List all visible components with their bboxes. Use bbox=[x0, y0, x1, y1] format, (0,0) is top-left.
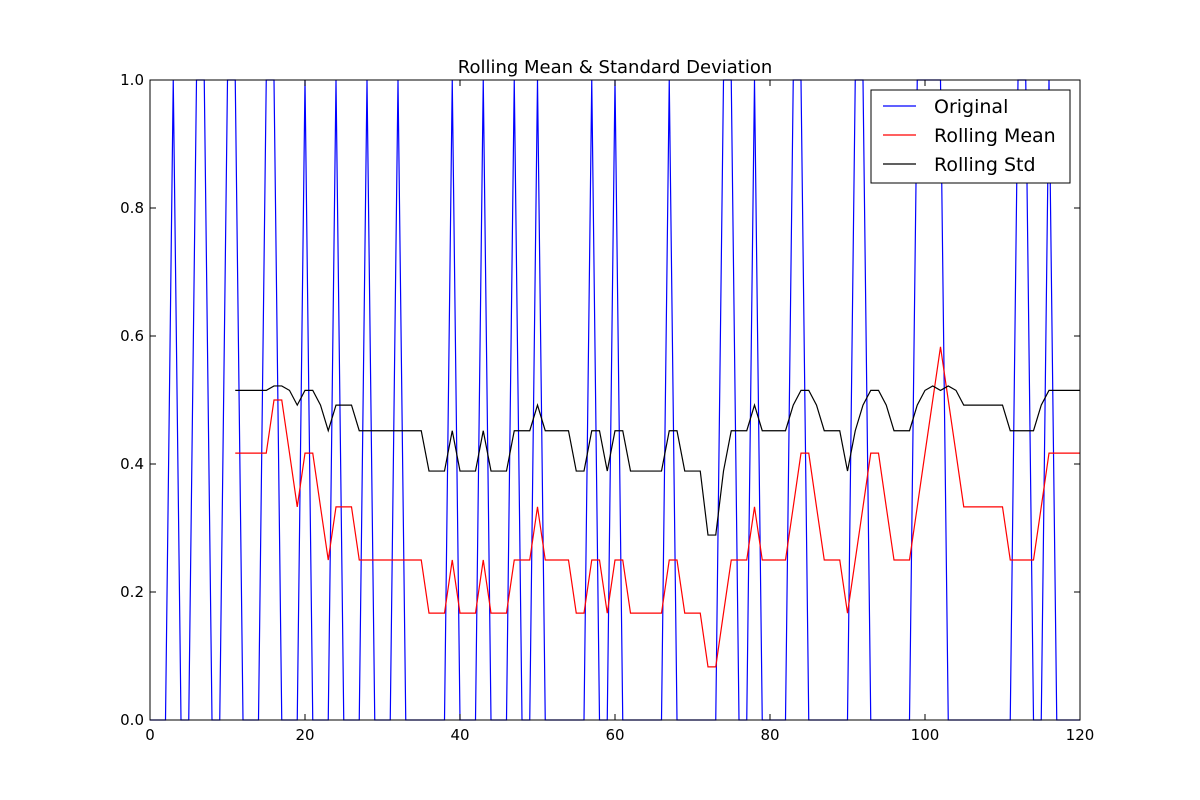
x-tick-label: 120 bbox=[1066, 726, 1095, 744]
x-tick-label: 80 bbox=[760, 726, 779, 744]
y-tick-label: 1.0 bbox=[120, 71, 144, 89]
y-tick-label: 0.0 bbox=[120, 711, 144, 729]
x-tick-label: 60 bbox=[605, 726, 624, 744]
y-tick-label: 0.2 bbox=[120, 583, 144, 601]
x-tick-label: 40 bbox=[450, 726, 469, 744]
y-tick-label: 0.6 bbox=[120, 327, 144, 345]
legend: Original Rolling Mean Rolling Std bbox=[870, 89, 1071, 184]
y-tick-label: 0.4 bbox=[120, 455, 144, 473]
series-line-rolling-std bbox=[235, 385, 1080, 536]
series-line-rolling-mean bbox=[235, 346, 1080, 668]
x-tick-label: 100 bbox=[911, 726, 940, 744]
x-tick-label: 0 bbox=[145, 726, 155, 744]
x-tick-label: 20 bbox=[295, 726, 314, 744]
axis-ticks: 0 20 40 60 80 100 120 0.0 0.2 0.4 0.6 0.8 1.0 bbox=[120, 71, 1094, 744]
chart-title: Rolling Mean & Standard Deviation bbox=[458, 57, 773, 78]
y-tick-label: 0.8 bbox=[120, 199, 144, 217]
legend-label: Original bbox=[934, 96, 1008, 118]
legend-label: Rolling Std bbox=[934, 154, 1036, 176]
legend-label: Rolling Mean bbox=[934, 125, 1056, 147]
